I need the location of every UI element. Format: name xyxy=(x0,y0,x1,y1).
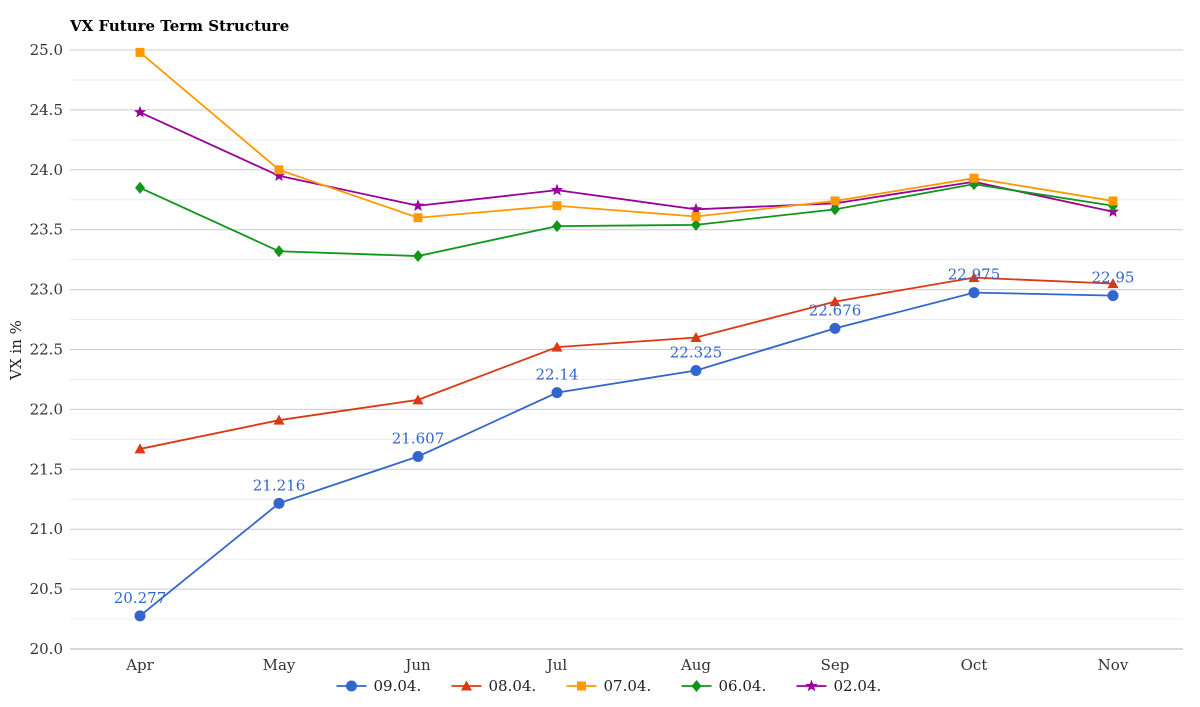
star-marker xyxy=(689,202,703,215)
circle-marker xyxy=(273,497,285,509)
series-0804 xyxy=(134,272,1119,454)
diamond-marker xyxy=(274,245,284,258)
triangle-marker xyxy=(412,394,424,405)
x-tick-label: Aug xyxy=(680,656,711,674)
series-line xyxy=(139,111,1114,213)
square-marker xyxy=(413,213,423,223)
series-0204 xyxy=(133,105,1120,217)
series-layer xyxy=(133,47,1120,622)
square-marker xyxy=(969,173,979,183)
legend-label: 02.04. xyxy=(834,677,882,695)
circle-marker xyxy=(134,610,146,622)
star-marker xyxy=(550,183,564,196)
square-marker xyxy=(1108,196,1118,206)
data-label: 22.325 xyxy=(670,343,723,361)
triangle-marker xyxy=(134,443,146,454)
triangle-marker xyxy=(461,680,472,691)
triangle-marker xyxy=(273,414,285,425)
circle-marker xyxy=(690,364,702,376)
diamond-marker xyxy=(413,250,423,263)
y-tick-label: 23.5 xyxy=(30,221,63,239)
series-line xyxy=(139,183,1114,257)
circle-marker xyxy=(1107,290,1119,302)
series-line xyxy=(139,51,1114,219)
legend-label: 07.04. xyxy=(604,677,652,695)
legend-label: 09.04. xyxy=(374,677,422,695)
star-marker xyxy=(411,199,425,211)
circle-marker xyxy=(412,450,424,462)
x-tick-label: Oct xyxy=(961,656,988,674)
square-marker xyxy=(552,201,562,211)
diamond-marker xyxy=(552,220,562,233)
triangle-marker xyxy=(690,332,702,343)
legend-label: 06.04. xyxy=(719,677,767,695)
circle-marker xyxy=(551,387,563,399)
square-marker xyxy=(830,196,840,206)
y-tick-label: 25.0 xyxy=(30,41,63,59)
y-tick-label: 22.0 xyxy=(30,400,63,418)
y-tick-label: 22.5 xyxy=(30,341,63,359)
legend-item: 08.04. xyxy=(451,677,537,695)
x-tick-label: Jul xyxy=(545,656,568,674)
circle-marker xyxy=(968,287,980,299)
data-label: 20.277 xyxy=(114,589,167,607)
y-tick-label: 24.0 xyxy=(30,161,63,179)
legend-item: 02.04. xyxy=(796,677,882,695)
diamond-marker xyxy=(830,203,840,216)
grid xyxy=(70,49,1183,650)
diamond-marker xyxy=(135,181,145,194)
x-tick-label: Nov xyxy=(1098,656,1129,674)
circle-marker xyxy=(346,680,357,692)
y-tick-label: 20.0 xyxy=(30,640,63,658)
chart-title: VX Future Term Structure xyxy=(69,17,289,35)
legend-item: 07.04. xyxy=(566,677,652,695)
diamond-marker xyxy=(691,218,701,231)
x-tick-label: May xyxy=(263,656,296,674)
data-labels: 20.277 21.216 21.607 22.14 22.325 22.676 22.97… xyxy=(114,266,1135,607)
star-marker xyxy=(133,105,147,118)
series-line xyxy=(139,291,1114,617)
series-line xyxy=(139,276,1114,450)
data-label: 21.216 xyxy=(253,476,306,494)
y-axis-label: VX in % xyxy=(7,320,25,381)
x-tick-label: Apr xyxy=(125,656,154,674)
triangle-marker xyxy=(829,296,841,307)
square-marker xyxy=(274,165,284,175)
star-marker xyxy=(805,679,818,692)
triangle-marker xyxy=(551,341,563,352)
y-tick-label: 23.0 xyxy=(30,281,63,299)
y-tick-label: 21.0 xyxy=(30,520,63,538)
square-marker xyxy=(691,212,701,222)
circle-marker xyxy=(829,322,841,334)
x-tick-label: Jun xyxy=(403,656,431,674)
y-tick-label: 21.5 xyxy=(30,460,63,478)
series-0704 xyxy=(135,47,1118,223)
legend-label: 08.04. xyxy=(489,677,537,695)
data-label: 22.95 xyxy=(1092,269,1135,287)
star-marker xyxy=(272,169,286,182)
legend-item: 06.04. xyxy=(681,677,767,695)
legend-item: 09.04. xyxy=(336,677,422,695)
triangle-marker xyxy=(1107,278,1119,289)
data-label: 22.14 xyxy=(536,366,579,384)
data-label: 22.676 xyxy=(809,301,862,319)
y-tick-label: 20.5 xyxy=(30,580,63,598)
data-label: 22.975 xyxy=(948,266,1001,284)
triangle-marker xyxy=(968,272,980,283)
data-label: 21.607 xyxy=(392,429,445,447)
legend: 09.04. 08.04. 07.04. 06.04. 02.04. xyxy=(336,677,882,695)
x-tick-label: Sep xyxy=(821,656,850,674)
series-0904 xyxy=(134,287,1119,622)
series-0604 xyxy=(135,178,1118,263)
square-marker xyxy=(577,681,586,691)
diamond-marker xyxy=(691,680,702,692)
square-marker xyxy=(135,47,145,57)
axes: 20.0 20.5 21.0 21.5 22.0 22.5 23.0 23.5 24.0 24.5… xyxy=(30,41,1129,674)
y-tick-label: 24.5 xyxy=(30,101,63,119)
